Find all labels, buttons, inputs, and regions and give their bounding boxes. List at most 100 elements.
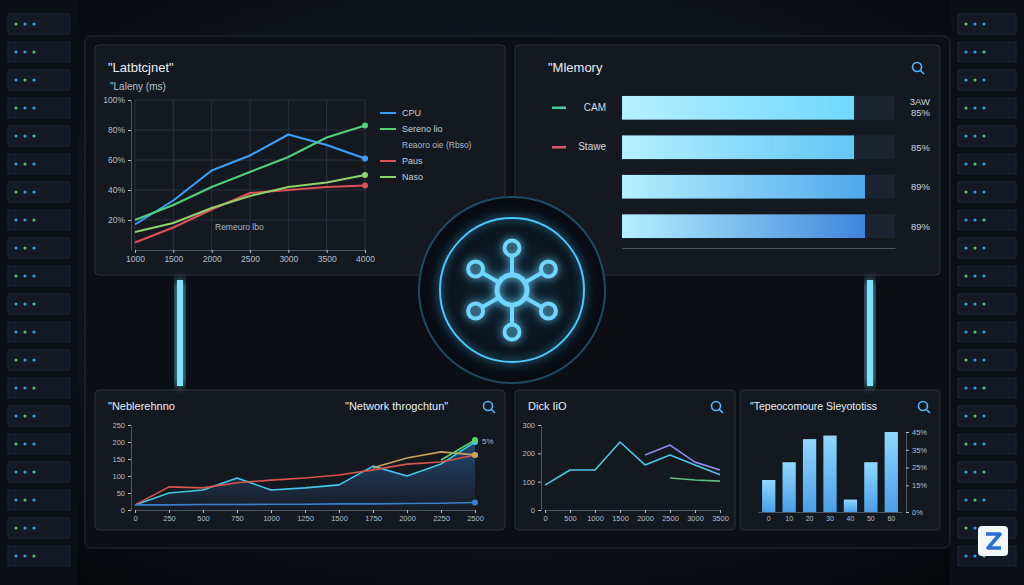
tick: 2500: [467, 510, 484, 523]
y-axis: 050100150200250: [112, 421, 131, 515]
tick-mark: [128, 442, 131, 443]
axis-line: [759, 512, 903, 513]
tick-mark: [545, 510, 546, 513]
series-line: [135, 135, 365, 225]
tick-label: 200: [112, 438, 125, 447]
tick-mark: [128, 476, 131, 477]
tick-label: 50: [117, 489, 125, 498]
rack-led: [14, 190, 17, 193]
plot-area: [622, 96, 865, 238]
tick: 45%: [906, 428, 927, 437]
rack-led: [964, 526, 967, 529]
rack-led: [964, 498, 967, 501]
tick: 1000: [587, 510, 604, 523]
rack-led: [23, 330, 26, 333]
tick-mark: [237, 510, 238, 513]
rack-led: [973, 50, 976, 53]
rack-slot: [958, 42, 1016, 62]
rack-led: [982, 246, 985, 249]
tick-label: 60: [887, 515, 895, 522]
series-line: [545, 442, 720, 485]
tick: 1500: [164, 250, 183, 264]
network-spoke: [525, 298, 541, 308]
series-end-dot: [362, 123, 368, 129]
tick: 0: [767, 512, 771, 522]
tick-mark: [538, 510, 541, 511]
rack-led: [32, 414, 35, 417]
rack-led: [982, 414, 985, 417]
tick-label: 500: [197, 514, 210, 523]
tick-label: 0: [543, 514, 547, 523]
legend-swatch: [380, 112, 396, 114]
tick-mark: [373, 510, 374, 513]
tick: 1000: [263, 510, 280, 523]
search-icon[interactable]: [913, 63, 925, 75]
series-line: [135, 186, 365, 243]
rack-led: [973, 554, 976, 557]
tick: 4000: [356, 250, 375, 264]
search-lens: [919, 402, 928, 411]
bar-track: [622, 96, 895, 120]
rack-slot: [8, 462, 70, 482]
network-spoke: [510, 256, 514, 275]
tick-mark: [339, 510, 340, 513]
logo-badge: [978, 526, 1008, 556]
rack-slot: [958, 70, 1016, 90]
tick-mark: [407, 510, 408, 513]
network-node: [468, 304, 483, 319]
rack-led: [982, 358, 985, 361]
logo: [978, 526, 1008, 556]
rack-led: [32, 526, 35, 529]
bar: [622, 175, 865, 199]
grid-line: [326, 100, 327, 250]
rack-led: [32, 442, 35, 445]
rack-slot: [958, 154, 1016, 174]
rack-led: [964, 218, 967, 221]
rack-slot: [8, 266, 70, 286]
axis-line: [541, 426, 542, 511]
rack-led: [32, 470, 35, 473]
tick: 150: [112, 455, 131, 464]
data-label: 85%: [911, 142, 931, 153]
tick-mark: [271, 510, 272, 513]
tick: 40%: [108, 185, 131, 195]
series-end-dot: [362, 156, 368, 162]
search-icon[interactable]: [919, 402, 931, 414]
tick: 750: [231, 510, 244, 523]
bar: [762, 480, 775, 512]
tick-label: 2000: [203, 254, 222, 264]
y-axis: 20%40%60%80%100%: [103, 95, 131, 250]
tick-mark: [135, 510, 136, 513]
category-swatch: [552, 107, 566, 110]
rack-led: [23, 470, 26, 473]
rack-slot: [958, 462, 1016, 482]
grid: [135, 100, 365, 250]
rack-slot: [958, 14, 1016, 34]
series-area: [135, 442, 475, 510]
tick-mark: [620, 510, 621, 513]
rack-led: [23, 162, 26, 165]
tick-mark: [645, 510, 646, 513]
tick-mark: [203, 510, 204, 513]
tick-label: 500: [564, 514, 577, 523]
tick-label: 1000: [263, 514, 280, 523]
rack-slot: [958, 98, 1016, 118]
bar: [803, 439, 816, 512]
line-chart: 0501001502002500250500750100012501500175…: [108, 400, 494, 523]
rack-led: [23, 386, 26, 389]
rack-led: [23, 274, 26, 277]
tick: 3000: [687, 510, 704, 523]
plot-area: [135, 123, 368, 243]
grid-line: [135, 100, 136, 250]
search-icon[interactable]: [712, 402, 724, 414]
search-icon[interactable]: [484, 402, 496, 414]
rack-led: [964, 302, 967, 305]
tick: 200: [522, 449, 541, 458]
rack-led: [23, 498, 26, 501]
tick: 3000: [279, 250, 298, 264]
rack-led: [964, 106, 967, 109]
bar-track: [622, 214, 895, 238]
line-chart: 01002003000500100015002000250030003500Di…: [522, 400, 728, 523]
tick-label: 80%: [108, 125, 125, 135]
bar: [844, 500, 857, 512]
